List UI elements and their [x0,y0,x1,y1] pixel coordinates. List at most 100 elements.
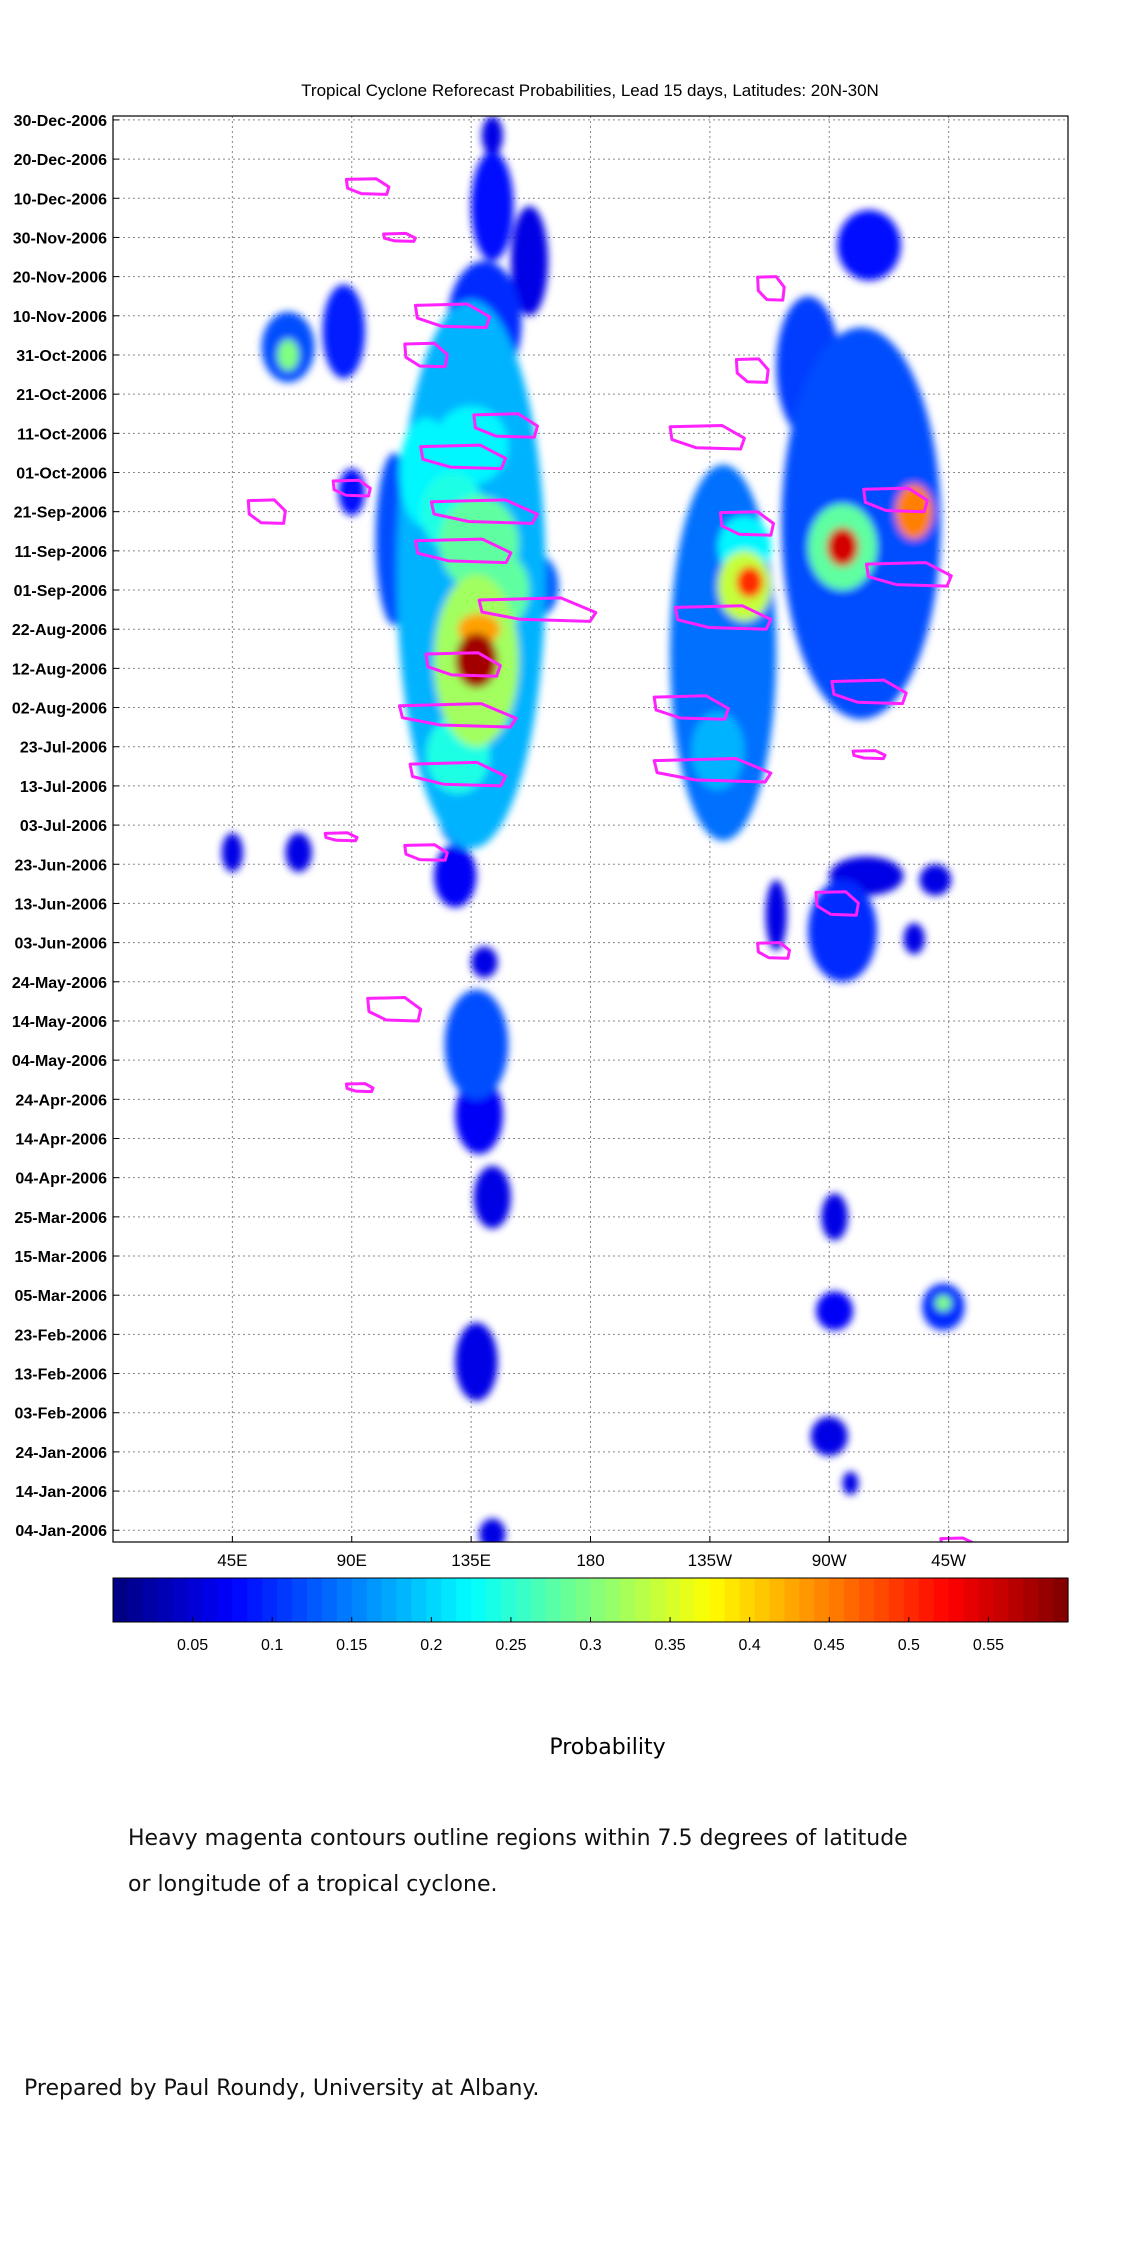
cyclone-contour [719,510,775,537]
cyclone-contour [673,604,773,631]
cyclone-contour [652,757,773,784]
chart-title: Tropical Cyclone Reforecast Probabilitie… [301,81,879,100]
cyclone-contour [756,941,791,960]
colorbar-tick-label: 0.3 [579,1637,601,1654]
cyclone-contours [246,177,974,1542]
y-tick-label: 30-Dec-2006 [14,113,108,130]
colorbar-swatch [113,1578,129,1622]
probability-blob [473,1165,511,1229]
cyclone-contour [477,596,598,623]
colorbar-swatch [650,1578,666,1622]
cyclone-contour [413,537,513,565]
colorbar-swatch [694,1578,711,1622]
cyclone-contour [756,275,786,302]
colorbar-swatch [441,1578,457,1622]
colorbar-swatch [381,1578,398,1622]
probability-blob [935,1295,952,1311]
y-tick-label: 13-Jun-2006 [15,896,108,913]
y-tick-label: 30-Nov-2006 [13,230,107,247]
colorbar-swatch [844,1578,860,1622]
colorbar-swatch [202,1578,219,1622]
cyclone-contour [382,231,417,243]
y-tick-label: 21-Oct-2006 [16,387,107,404]
note-line-2: or longitude of a tropical cyclone. [128,1872,498,1897]
credit-line: Prepared by Paul Roundy, University at A… [24,2076,540,2101]
y-axis: 04-Jan-2006 14-Jan-2006 24-Jan-2006 03-Feb-… [12,113,119,1540]
y-tick-label: 13-Feb-2006 [15,1367,108,1384]
colorbar-swatch [187,1578,204,1622]
y-tick-label: 24-Jan-2006 [15,1445,107,1462]
probability-blob [510,206,549,316]
y-tick-label: 10-Nov-2006 [13,309,107,326]
colorbar-swatch [500,1578,517,1622]
colorbar-swatch [172,1578,189,1622]
x-axis: 45E 90E 135E 180 135W 90W 45W [217,1536,966,1570]
colorbar: 0.05 0.1 0.15 0.2 0.25 0.3 0.35 0.4 0.45 0.5 0.55 [112,1577,1069,1654]
contour-note: Heavy magenta contours outline regions w… [128,1816,908,1908]
colorbar-label: Probability [549,1735,666,1760]
probability-blob [322,284,366,379]
colorbar-tick-label: 0.4 [739,1637,761,1654]
colorbar-swatch [635,1578,651,1622]
probability-blob [444,989,509,1100]
colorbar-swatch [351,1578,368,1622]
probability-blob [471,151,514,261]
cyclone-contour [331,478,372,498]
probability-blob [808,879,878,982]
colorbar-swatch [396,1578,413,1622]
colorbar-swatch [142,1578,159,1622]
y-tick-label: 04-Jan-2006 [15,1523,107,1540]
cyclone-contour [366,996,423,1023]
colorbar-swatch [321,1578,338,1622]
plot-area [113,116,1068,1542]
cyclone-contour [814,890,860,917]
cyclone-contour [429,498,539,525]
colorbar-tick-label: 0.1 [261,1637,283,1654]
y-tick-label: 20-Dec-2006 [14,152,108,169]
colorbar-swatch [127,1578,144,1622]
colorbar-swatch [471,1578,487,1622]
y-tick-label: 03-Jun-2006 [15,936,108,953]
colorbar-swatch [590,1578,607,1622]
cyclone-contour [323,831,359,843]
colorbar-tick-label: 0.55 [973,1637,1004,1654]
probability-blob [736,566,763,598]
colorbar-swatch [754,1578,771,1622]
y-tick-label: 11-Sep-2006 [14,544,107,561]
x-tick-label: 90W [812,1551,847,1570]
y-tick-label: 23-Jun-2006 [15,857,108,874]
colorbar-tick-label: 0.05 [177,1637,208,1654]
credit-note: Prepared by Paul Roundy, University at A… [24,2066,539,2112]
colorbar-tick-label: 0.35 [655,1637,686,1654]
colorbar-swatch [605,1578,621,1622]
y-tick-label: 24-May-2006 [12,975,107,992]
colorbar-swatch [1023,1578,1039,1622]
colorbar-swatch [157,1578,174,1622]
colorbar-swatch [874,1578,890,1622]
cyclone-contour [668,424,746,451]
colorbar-swatch [918,1578,935,1622]
probability-blob [821,1193,848,1241]
colorbar-swatch [784,1578,801,1622]
x-tick-label: 180 [576,1551,604,1570]
y-tick-label: 12-Aug-2006 [12,661,107,678]
cyclone-contour [851,749,887,761]
cyclone-contour [830,678,908,706]
colorbar-swatch [426,1578,442,1622]
x-tick-label: 135E [451,1551,491,1570]
colorbar-swatch [247,1578,263,1622]
colorbar-swatch [1008,1578,1024,1622]
cyclone-contour [246,498,287,525]
colorbar-tick-label: 0.25 [495,1637,526,1654]
y-tick-label: 04-Apr-2006 [15,1171,107,1188]
y-tick-label: 15-Mar-2006 [15,1249,108,1266]
y-tick-label: 01-Sep-2006 [14,583,107,600]
colorbar-swatch [1038,1578,1054,1622]
probability-blob [481,116,503,156]
cyclone-contour [864,561,953,588]
cyclone-contour [424,651,502,678]
y-tick-label: 05-Mar-2006 [15,1288,108,1305]
colorbar-swatch [814,1578,830,1622]
probability-blob [815,1291,854,1331]
colorbar-swatch [486,1578,502,1622]
